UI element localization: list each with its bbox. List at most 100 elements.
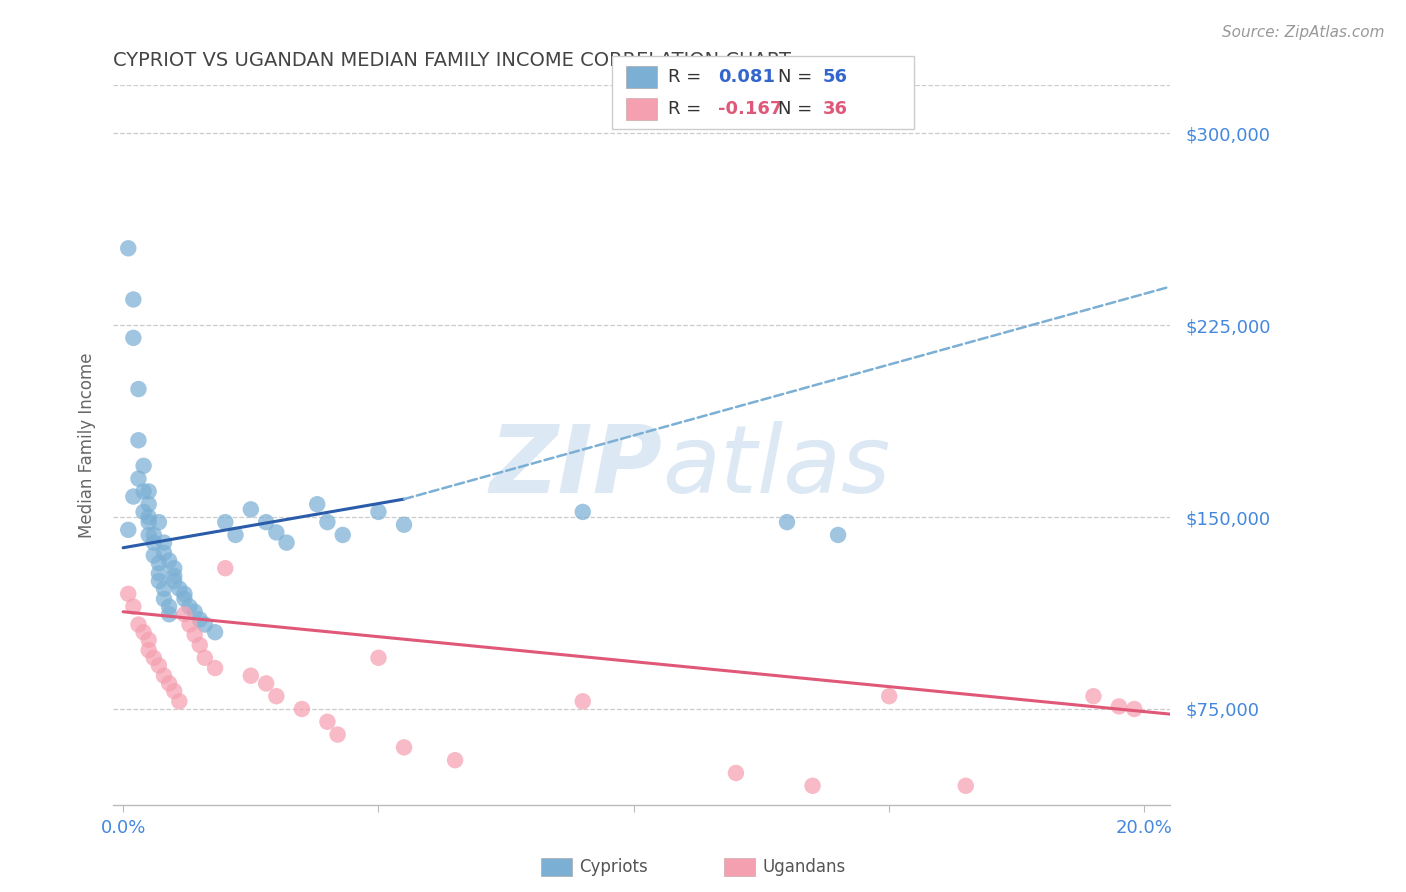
Text: N =: N =: [778, 100, 817, 118]
Point: [117, 587, 139, 601]
Point: [142, 549, 165, 563]
Point: [148, 566, 170, 581]
Text: R =: R =: [668, 68, 707, 86]
Point: [188, 638, 211, 652]
Point: [254, 515, 277, 529]
Text: atlas: atlas: [662, 421, 891, 512]
Point: [326, 728, 349, 742]
Point: [194, 617, 217, 632]
Point: [1123, 702, 1146, 716]
Point: [239, 669, 262, 683]
Point: [316, 714, 339, 729]
Text: Ugandans: Ugandans: [762, 858, 845, 876]
Point: [183, 605, 205, 619]
Point: [214, 561, 236, 575]
Point: [142, 650, 165, 665]
Text: CYPRIOT VS UGANDAN MEDIAN FAMILY INCOME CORRELATION CHART: CYPRIOT VS UGANDAN MEDIAN FAMILY INCOME …: [112, 51, 792, 70]
Point: [392, 517, 415, 532]
Text: 0.081: 0.081: [718, 68, 776, 86]
Point: [157, 676, 180, 690]
Point: [153, 591, 176, 606]
Point: [1108, 699, 1130, 714]
Point: [122, 599, 145, 614]
Point: [204, 625, 226, 640]
Point: [276, 535, 298, 549]
Point: [138, 484, 160, 499]
Point: [316, 515, 339, 529]
Point: [122, 331, 145, 345]
Point: [122, 293, 145, 307]
Point: [138, 497, 160, 511]
Point: [179, 617, 201, 632]
Point: [157, 553, 180, 567]
Point: [122, 490, 145, 504]
Point: [214, 515, 236, 529]
Point: [138, 643, 160, 657]
Text: 56: 56: [823, 68, 848, 86]
Point: [776, 515, 799, 529]
Point: [142, 528, 165, 542]
Point: [254, 676, 277, 690]
Text: ZIP: ZIP: [489, 421, 662, 513]
Point: [138, 515, 160, 529]
Point: [163, 684, 186, 698]
Point: [148, 658, 170, 673]
Point: [138, 528, 160, 542]
Text: -0.167: -0.167: [718, 100, 783, 118]
Point: [153, 546, 176, 560]
Point: [117, 523, 139, 537]
Point: [127, 472, 149, 486]
Point: [307, 497, 329, 511]
Point: [571, 694, 593, 708]
Point: [724, 766, 747, 780]
Point: [173, 607, 195, 622]
Point: [183, 628, 205, 642]
Point: [138, 510, 160, 524]
Point: [239, 502, 262, 516]
Y-axis label: Median Family Income: Median Family Income: [79, 352, 96, 538]
Point: [153, 669, 176, 683]
Point: [163, 574, 186, 588]
Point: [153, 582, 176, 596]
Point: [169, 694, 191, 708]
Point: [194, 650, 217, 665]
Point: [163, 569, 186, 583]
Point: [224, 528, 246, 542]
Point: [163, 561, 186, 575]
Point: [266, 525, 288, 540]
Text: 36: 36: [823, 100, 848, 118]
Text: Cypriots: Cypriots: [579, 858, 648, 876]
Point: [132, 625, 155, 640]
Point: [204, 661, 226, 675]
Point: [127, 382, 149, 396]
Point: [392, 740, 415, 755]
Point: [188, 612, 211, 626]
Point: [132, 484, 155, 499]
Point: [367, 505, 389, 519]
Point: [173, 591, 195, 606]
Text: N =: N =: [778, 68, 817, 86]
Point: [132, 505, 155, 519]
Point: [117, 241, 139, 255]
Point: [571, 505, 593, 519]
Point: [179, 599, 201, 614]
Point: [127, 434, 149, 448]
Point: [332, 528, 354, 542]
Point: [132, 458, 155, 473]
Point: [877, 689, 900, 703]
Point: [955, 779, 977, 793]
Text: Source: ZipAtlas.com: Source: ZipAtlas.com: [1222, 25, 1385, 40]
Point: [157, 599, 180, 614]
Point: [444, 753, 467, 767]
Point: [266, 689, 288, 703]
Point: [801, 779, 824, 793]
Point: [148, 574, 170, 588]
Point: [291, 702, 314, 716]
Point: [173, 587, 195, 601]
Text: R =: R =: [668, 100, 707, 118]
Point: [157, 607, 180, 622]
Point: [148, 515, 170, 529]
Point: [1083, 689, 1105, 703]
Point: [142, 535, 165, 549]
Point: [153, 535, 176, 549]
